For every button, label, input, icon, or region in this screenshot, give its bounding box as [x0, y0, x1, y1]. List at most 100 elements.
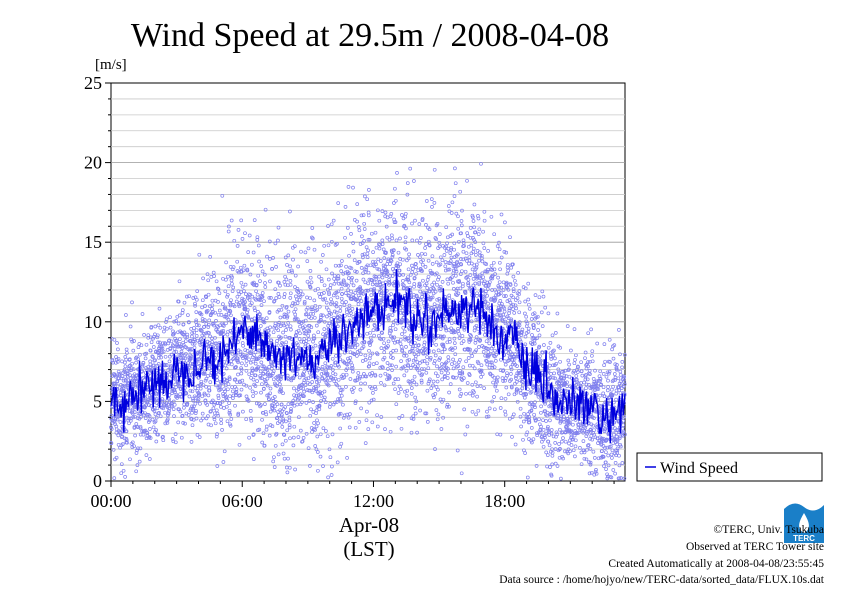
wind-speed-point	[278, 382, 282, 387]
wind-speed-point	[377, 267, 381, 272]
wind-speed-point	[251, 432, 256, 437]
wind-speed-point	[146, 335, 151, 340]
wind-speed-point	[347, 294, 352, 298]
wind-speed-point	[326, 224, 330, 228]
wind-speed-point	[386, 344, 390, 348]
wind-speed-point	[379, 284, 384, 289]
wind-speed-point	[203, 304, 207, 308]
wind-speed-point	[272, 408, 277, 413]
wind-speed-point	[358, 387, 363, 392]
wind-speed-point	[267, 365, 272, 369]
wind-speed-point	[265, 383, 270, 388]
wind-speed-point	[169, 352, 174, 357]
wind-speed-point	[248, 385, 252, 390]
wind-speed-point	[372, 286, 377, 291]
wind-speed-point	[361, 213, 366, 217]
wind-speed-point	[297, 415, 301, 420]
wind-speed-point	[339, 269, 344, 273]
wind-speed-point	[314, 323, 319, 328]
wind-speed-point	[163, 354, 168, 359]
wind-speed-point	[277, 320, 282, 325]
wind-speed-point	[156, 323, 161, 328]
wind-speed-point	[280, 425, 285, 429]
chart-title: Wind Speed at 29.5m / 2008-04-08	[131, 17, 609, 54]
wind-speed-point	[109, 427, 114, 431]
wind-speed-point	[219, 405, 223, 409]
wind-speed-point	[257, 427, 262, 432]
wind-speed-point	[131, 348, 136, 353]
wind-speed-point	[218, 323, 222, 328]
wind-speed-point	[326, 365, 330, 370]
wind-speed-point	[329, 297, 333, 302]
wind-speed-point	[164, 363, 169, 367]
wind-speed-point	[369, 386, 374, 391]
wind-speed-point	[138, 426, 143, 431]
wind-speed-point	[288, 209, 292, 214]
wind-speed-point	[229, 359, 234, 363]
wind-speed-point	[393, 186, 397, 191]
wind-speed-point	[386, 367, 390, 371]
wind-speed-point	[124, 347, 129, 352]
wind-speed-point	[342, 303, 347, 307]
wind-speed-point	[143, 356, 148, 361]
wind-speed-point	[288, 264, 293, 269]
wind-speed-point	[288, 436, 292, 441]
wind-speed-point	[190, 423, 195, 428]
wind-speed-point	[167, 338, 172, 343]
wind-speed-point	[286, 456, 290, 461]
wind-speed-point	[187, 294, 191, 299]
wind-speed-point	[299, 339, 304, 344]
wind-speed-point	[321, 426, 326, 431]
wind-speed-point	[312, 315, 317, 320]
wind-speed-point	[325, 371, 330, 376]
wind-speed-point	[201, 383, 206, 388]
wind-speed-point	[307, 370, 312, 375]
wind-speed-point	[244, 383, 249, 388]
wind-speed-point	[365, 197, 370, 202]
wind-speed-point	[134, 360, 138, 365]
wind-speed-point	[227, 375, 232, 380]
wind-speed-point	[372, 333, 376, 338]
wind-speed-point	[182, 405, 186, 410]
wind-speed-point	[209, 409, 213, 413]
wind-speed-point	[338, 305, 343, 309]
wind-speed-point	[267, 239, 272, 244]
wind-speed-point	[161, 438, 166, 443]
wind-speed-point	[278, 315, 283, 320]
wind-speed-point	[297, 337, 302, 341]
wind-speed-point	[163, 342, 168, 347]
wind-speed-point	[339, 296, 344, 301]
wind-speed-point	[271, 369, 276, 374]
wind-speed-point	[245, 349, 250, 353]
wind-speed-point	[312, 421, 316, 425]
wind-speed-point	[327, 447, 332, 452]
wind-speed-point	[323, 335, 328, 339]
wind-speed-point	[330, 356, 335, 361]
wind-speed-point	[375, 413, 379, 418]
wind-speed-point	[393, 327, 398, 332]
wind-speed-point	[377, 246, 382, 251]
wind-speed-point	[253, 308, 257, 313]
wind-speed-point	[211, 321, 216, 326]
wind-speed-point	[184, 391, 189, 396]
wind-speed-point	[333, 372, 338, 377]
wind-speed-point	[391, 248, 396, 252]
wind-speed-point	[267, 295, 272, 300]
wind-speed-point	[357, 376, 362, 381]
wind-speed-point	[239, 280, 244, 285]
wind-speed-point	[275, 402, 280, 407]
wind-speed-point	[322, 395, 327, 400]
wind-speed-point	[116, 433, 121, 438]
wind-speed-point	[193, 395, 198, 400]
wind-speed-point	[197, 375, 201, 380]
wind-speed-point	[249, 351, 253, 355]
wind-speed-point	[352, 218, 357, 222]
wind-speed-point	[358, 285, 362, 289]
wind-speed-point	[380, 331, 384, 335]
wind-speed-point	[300, 292, 305, 297]
wind-speed-point	[257, 259, 261, 264]
wind-speed-point	[115, 417, 120, 422]
wind-speed-point	[302, 331, 307, 336]
wind-speed-point	[264, 316, 269, 321]
wind-speed-point	[302, 337, 307, 341]
